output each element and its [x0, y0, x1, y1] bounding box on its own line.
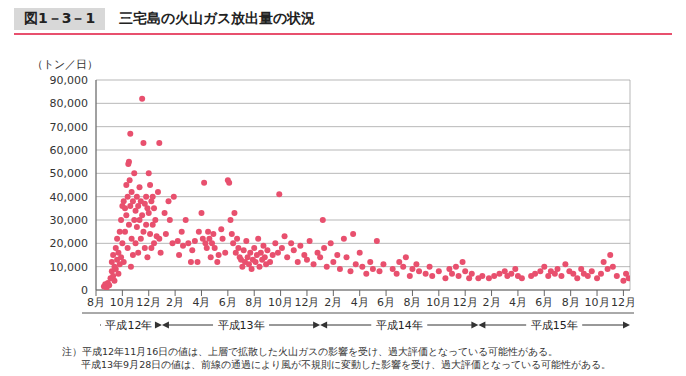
svg-text:8月: 8月 [562, 296, 580, 309]
svg-text:4月: 4月 [351, 296, 369, 309]
svg-text:10月: 10月 [110, 296, 135, 309]
svg-text:8月: 8月 [403, 296, 421, 309]
svg-text:12月: 12月 [136, 296, 161, 309]
html-text:平成13年9月28日の値は、前線の通過により風が不規則に変動: 平成13年9月28日の値は、前線の通過により風が不規則に変動した影響を受け、過大… [81, 359, 612, 370]
svg-text:4月: 4月 [192, 296, 210, 309]
svg-text:70,000: 70,000 [50, 121, 89, 134]
svg-text:2月: 2月 [324, 296, 342, 309]
svg-text:6月: 6月 [377, 296, 395, 309]
svg-text:8月: 8月 [245, 296, 263, 309]
svg-text:50,000: 50,000 [50, 167, 89, 180]
svg-text:12月: 12月 [611, 296, 636, 309]
svg-text:平成12年: 平成12年 [105, 319, 152, 332]
svg-text:20,000: 20,000 [50, 237, 89, 250]
svg-text:4月: 4月 [509, 296, 527, 309]
svg-text:40,000: 40,000 [50, 191, 89, 204]
svg-text:12月: 12月 [453, 296, 478, 309]
svg-text:10月: 10月 [426, 296, 451, 309]
svg-text:2月: 2月 [483, 296, 501, 309]
svg-text:12月: 12月 [294, 296, 319, 309]
svg-text:6月: 6月 [535, 296, 553, 309]
svg-text:10,000: 10,000 [50, 261, 89, 274]
svg-text:6月: 6月 [219, 296, 237, 309]
svg-text:8月: 8月 [87, 296, 105, 309]
svg-text:80,000: 80,000 [50, 97, 89, 110]
html-text:（トン／日）: （トン／日） [32, 58, 98, 71]
svg-text:10月: 10月 [268, 296, 293, 309]
svg-text:30,000: 30,000 [50, 214, 89, 227]
svg-text:平成14年: 平成14年 [376, 319, 423, 332]
svg-text:平成13年: 平成13年 [218, 319, 265, 332]
svg-text:2月: 2月 [166, 296, 184, 309]
html-text:三宅島の火山ガス放出量の状況: 三宅島の火山ガス放出量の状況 [119, 10, 316, 26]
svg-text:90,000: 90,000 [50, 74, 89, 87]
html-text:注）平成12年11月16日の値は、上層で拡散した火山ガスの影: 注）平成12年11月16日の値は、上層で拡散した火山ガスの影響を受け、過大評価と… [62, 346, 559, 357]
svg-text:10月: 10月 [585, 296, 610, 309]
svg-text:60,000: 60,000 [50, 144, 89, 157]
svg-text:平成15年: 平成15年 [531, 319, 578, 332]
svg-text:0: 0 [81, 284, 88, 297]
html-text:図1－3－1: 図1－3－1 [24, 10, 96, 26]
